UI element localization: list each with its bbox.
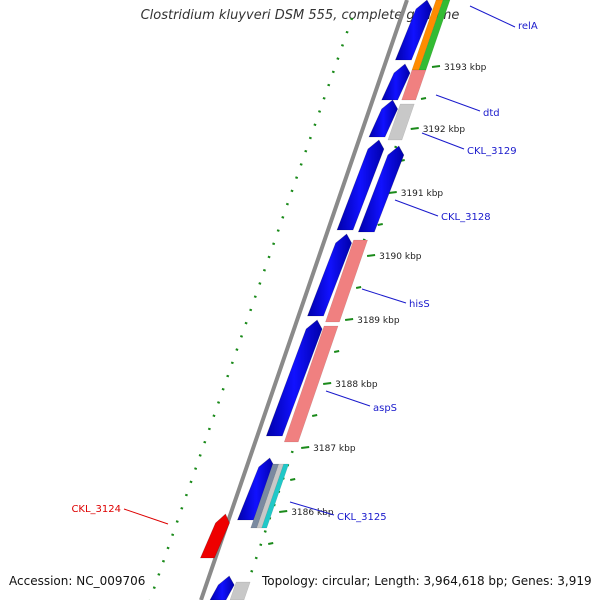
genome-backbone [199,0,409,600]
gene-label: CKL_3128 [441,212,491,223]
gene-3129 [387,103,415,141]
scale-ticks: 3193 kbp 3192 kbp 3191 kbp 3190 kbp 3189 kbp… [268,63,487,545]
gene-label: CKL_3129 [467,146,517,157]
tick-label: 3191 kbp [401,189,444,199]
gene-label: CKL_3125 [337,512,387,523]
tick-label: 3192 kbp [423,125,466,135]
cds-aspS [265,319,323,437]
topology-text: Topology: circular; Length: 3,964,618 bp… [262,574,592,588]
tick-label: 3188 kbp [335,380,378,390]
tick-label: 3189 kbp [357,316,400,326]
cds-relA [394,0,433,61]
cds-3124-reverse [199,513,230,559]
gene-label: relA [518,21,538,32]
gc-dotted-line-outer [148,17,354,600]
gene-labels: relA dtd CKL_3129 CKL_3128 hisS aspS CKL_3125 C… [71,5,538,525]
cds-3125 [237,457,276,521]
gene-bottom-gray [229,581,251,600]
cds-bottom [209,575,235,600]
tick-label: 3190 kbp [379,252,422,262]
accession-text: Accession: NC_009706 [9,574,146,588]
gene-label: CKL_3124 [71,504,121,515]
gene-label: aspS [373,403,397,414]
cds-3128b [357,145,405,233]
cds-3129 [368,99,399,138]
tick-label: 3187 kbp [313,444,356,454]
tick-label: 3193 kbp [444,63,487,73]
map-title: Clostridium kluyveri DSM 555, complete g… [140,8,460,23]
cds-hisS [307,233,352,317]
gene-label: hisS [409,299,430,310]
gene-dtd [401,69,427,101]
gene-hisS [325,239,368,323]
gene-features [199,0,451,600]
cds-dtd [381,63,411,101]
gene-3125-cyan [261,463,290,529]
gene-label: dtd [483,108,500,119]
gene-aspS [283,325,339,443]
cds-3128a [336,139,385,231]
tick-label: 3186 kbp [291,508,334,518]
